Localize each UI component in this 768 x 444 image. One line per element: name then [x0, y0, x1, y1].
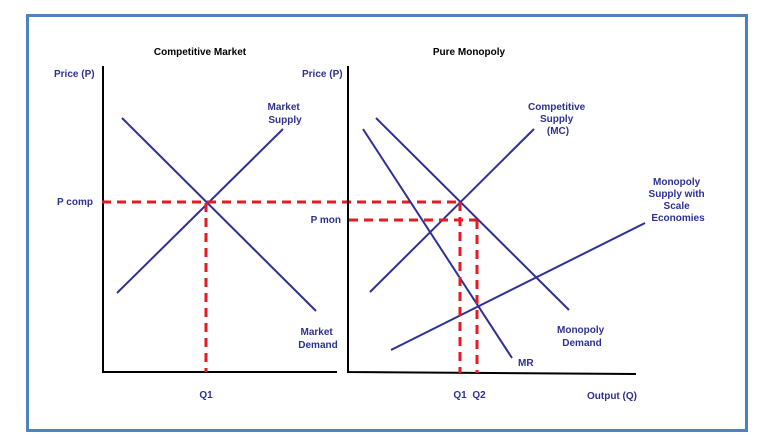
left-q1-label: Q1: [199, 390, 213, 401]
market-supply-curve: [116, 128, 284, 294]
right-y-axis-label: Price (P): [302, 69, 343, 80]
left-panel-title: Competitive Market: [154, 47, 247, 58]
marginal-revenue-curve: [362, 128, 513, 359]
left-axes: [102, 66, 337, 373]
right-q2-label: Q2: [472, 390, 486, 401]
left-y-axis-label: Price (P): [54, 69, 95, 80]
diagram-frame: [26, 14, 748, 432]
monopoly-supply-label: Monopoly Supply with Scale Economies: [649, 177, 708, 224]
p-comp-label: P comp: [57, 197, 93, 208]
market-demand-label: Market Demand: [298, 327, 337, 351]
market-supply-label: Market Supply: [267, 102, 302, 126]
competitive-supply-label: Competitive Supply (MC): [528, 102, 588, 137]
monopoly-demand-curve: [375, 117, 570, 311]
monopoly-demand-label: Monopoly Demand: [557, 325, 607, 349]
right-axes: [347, 66, 637, 375]
output-axis-label: Output (Q): [587, 391, 637, 402]
competitive-supply-curve: [369, 128, 535, 293]
mr-label: MR: [518, 358, 534, 369]
monopoly-supply-curve: [390, 222, 646, 351]
market-demand-curve: [121, 117, 317, 312]
p-mon-label: P mon: [311, 215, 341, 226]
right-q1-label: Q1: [453, 390, 467, 401]
right-panel-title: Pure Monopoly: [433, 47, 506, 58]
